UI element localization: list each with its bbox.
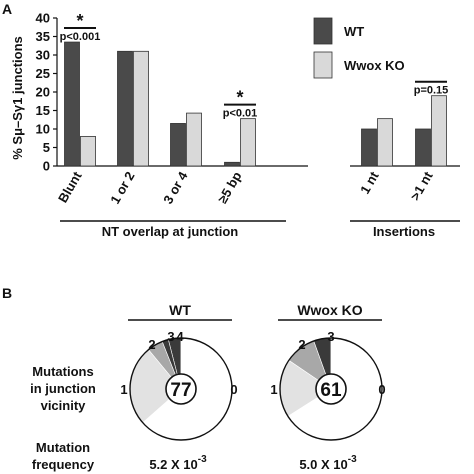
pie-center-circle: [165, 373, 197, 405]
pie-category-label: 3: [327, 329, 334, 344]
group-label-nt-overlap: NT overlap at junction: [102, 224, 239, 239]
x-axis-tick-labels: Blunt 1 or 2 3 or 4 ≥5 bp 1 nt >1 nt: [55, 168, 436, 206]
legend-label-wt: WT: [344, 24, 364, 39]
bar-ko-0: [80, 135, 96, 167]
pie-title: WT: [169, 302, 191, 318]
y-tick-label: 35: [36, 29, 50, 44]
y-tick-label: 10: [36, 122, 50, 137]
legend-swatch-ko: [313, 51, 333, 79]
row-label-frequency-line-2: frequency: [32, 457, 95, 472]
pie-center-count: 61: [320, 380, 342, 401]
x-tick-label: 1 or 2: [107, 169, 137, 207]
bar-wt-0: [64, 41, 80, 167]
bar-ko-1: [133, 50, 149, 167]
pie-chart-1: Wwox KO 61 0 1 2 3 5.0 X 10-3: [270, 302, 385, 472]
y-tick-label: 25: [36, 66, 50, 81]
pie-category-label: 3: [167, 329, 174, 344]
row-label-mutations: Mutations in junction vicinity: [30, 364, 96, 413]
bar-wt-4: [361, 128, 377, 167]
pie-center-count: 77: [170, 380, 191, 401]
row-label-frequency: Mutation frequency: [32, 440, 95, 472]
legend: WT Wwox KO: [313, 17, 405, 79]
bar-ko-4: [377, 118, 393, 167]
x-tick-label: 3 or 4: [160, 168, 191, 206]
panel-a-label: A: [2, 1, 12, 17]
bar-ko-2: [186, 112, 202, 167]
y-tick-label: 30: [36, 48, 50, 63]
pie-category-label: 1: [270, 382, 277, 397]
x-tick-label: 1 nt: [357, 168, 382, 196]
bar-wt-1: [117, 50, 133, 167]
significance-star: *: [76, 11, 83, 31]
mutation-frequency-value: 5.2 X 10-3: [149, 454, 207, 472]
y-tick-label: 20: [36, 85, 50, 100]
x-tick-label: ≥5 bp: [215, 169, 245, 206]
legend-label-ko: Wwox KO: [344, 58, 405, 73]
y-tick-label: 15: [36, 103, 50, 118]
p-value-label: p=0.15: [414, 85, 449, 97]
pie-category-label: 4: [176, 329, 184, 344]
pie-category-label: 0: [230, 382, 237, 397]
pie-category-label: 2: [148, 337, 155, 352]
row-label-frequency-line-1: Mutation: [36, 440, 90, 455]
y-axis-title: % Sμ–Sγ1 junctions: [10, 36, 25, 160]
pie-outline: [279, 337, 383, 441]
pie-chart-0: WT 77 0 1 23 4 5.2 X 10-3: [120, 302, 237, 472]
group-label-insertions: Insertions: [373, 224, 435, 239]
y-tick-label: 40: [36, 11, 50, 26]
pie-center-circle: [315, 373, 347, 405]
bar-ko-3: [240, 118, 256, 167]
pie-outline: [129, 337, 233, 441]
row-label-mutations-line-3: vicinity: [41, 398, 87, 413]
pie-category-label: 2: [298, 337, 305, 352]
p-value-label: p<0.01: [223, 108, 258, 120]
y-tick-label: 5: [43, 140, 50, 155]
bar-ko-5: [431, 95, 447, 167]
pie-title: Wwox KO: [297, 302, 362, 318]
row-label-mutations-line-1: Mutations: [32, 364, 93, 379]
pie-category-label: 0: [378, 382, 385, 397]
bar-wt-5: [415, 128, 431, 167]
legend-swatch-wt: [313, 17, 333, 45]
significance-annotations: p<0.001*p<0.01* p=0.15: [60, 11, 449, 120]
mutation-frequency-value: 5.0 X 10-3: [299, 454, 357, 472]
y-tick-label: 0: [43, 159, 50, 174]
significance-star: *: [236, 88, 243, 108]
bar-wt-2: [170, 123, 186, 167]
row-label-mutations-line-2: in junction: [30, 381, 96, 396]
p-value-label: p<0.001: [60, 31, 101, 43]
x-tick-label: >1 nt: [407, 168, 436, 203]
bar-wt-3: [224, 161, 240, 167]
x-tick-label: Blunt: [55, 168, 85, 205]
panel-b-label: B: [2, 285, 12, 301]
bars: [64, 41, 447, 167]
pie-category-label: 1: [120, 382, 127, 397]
y-axis: 0 5 10 15 20 25 30 35 40: [36, 11, 57, 174]
